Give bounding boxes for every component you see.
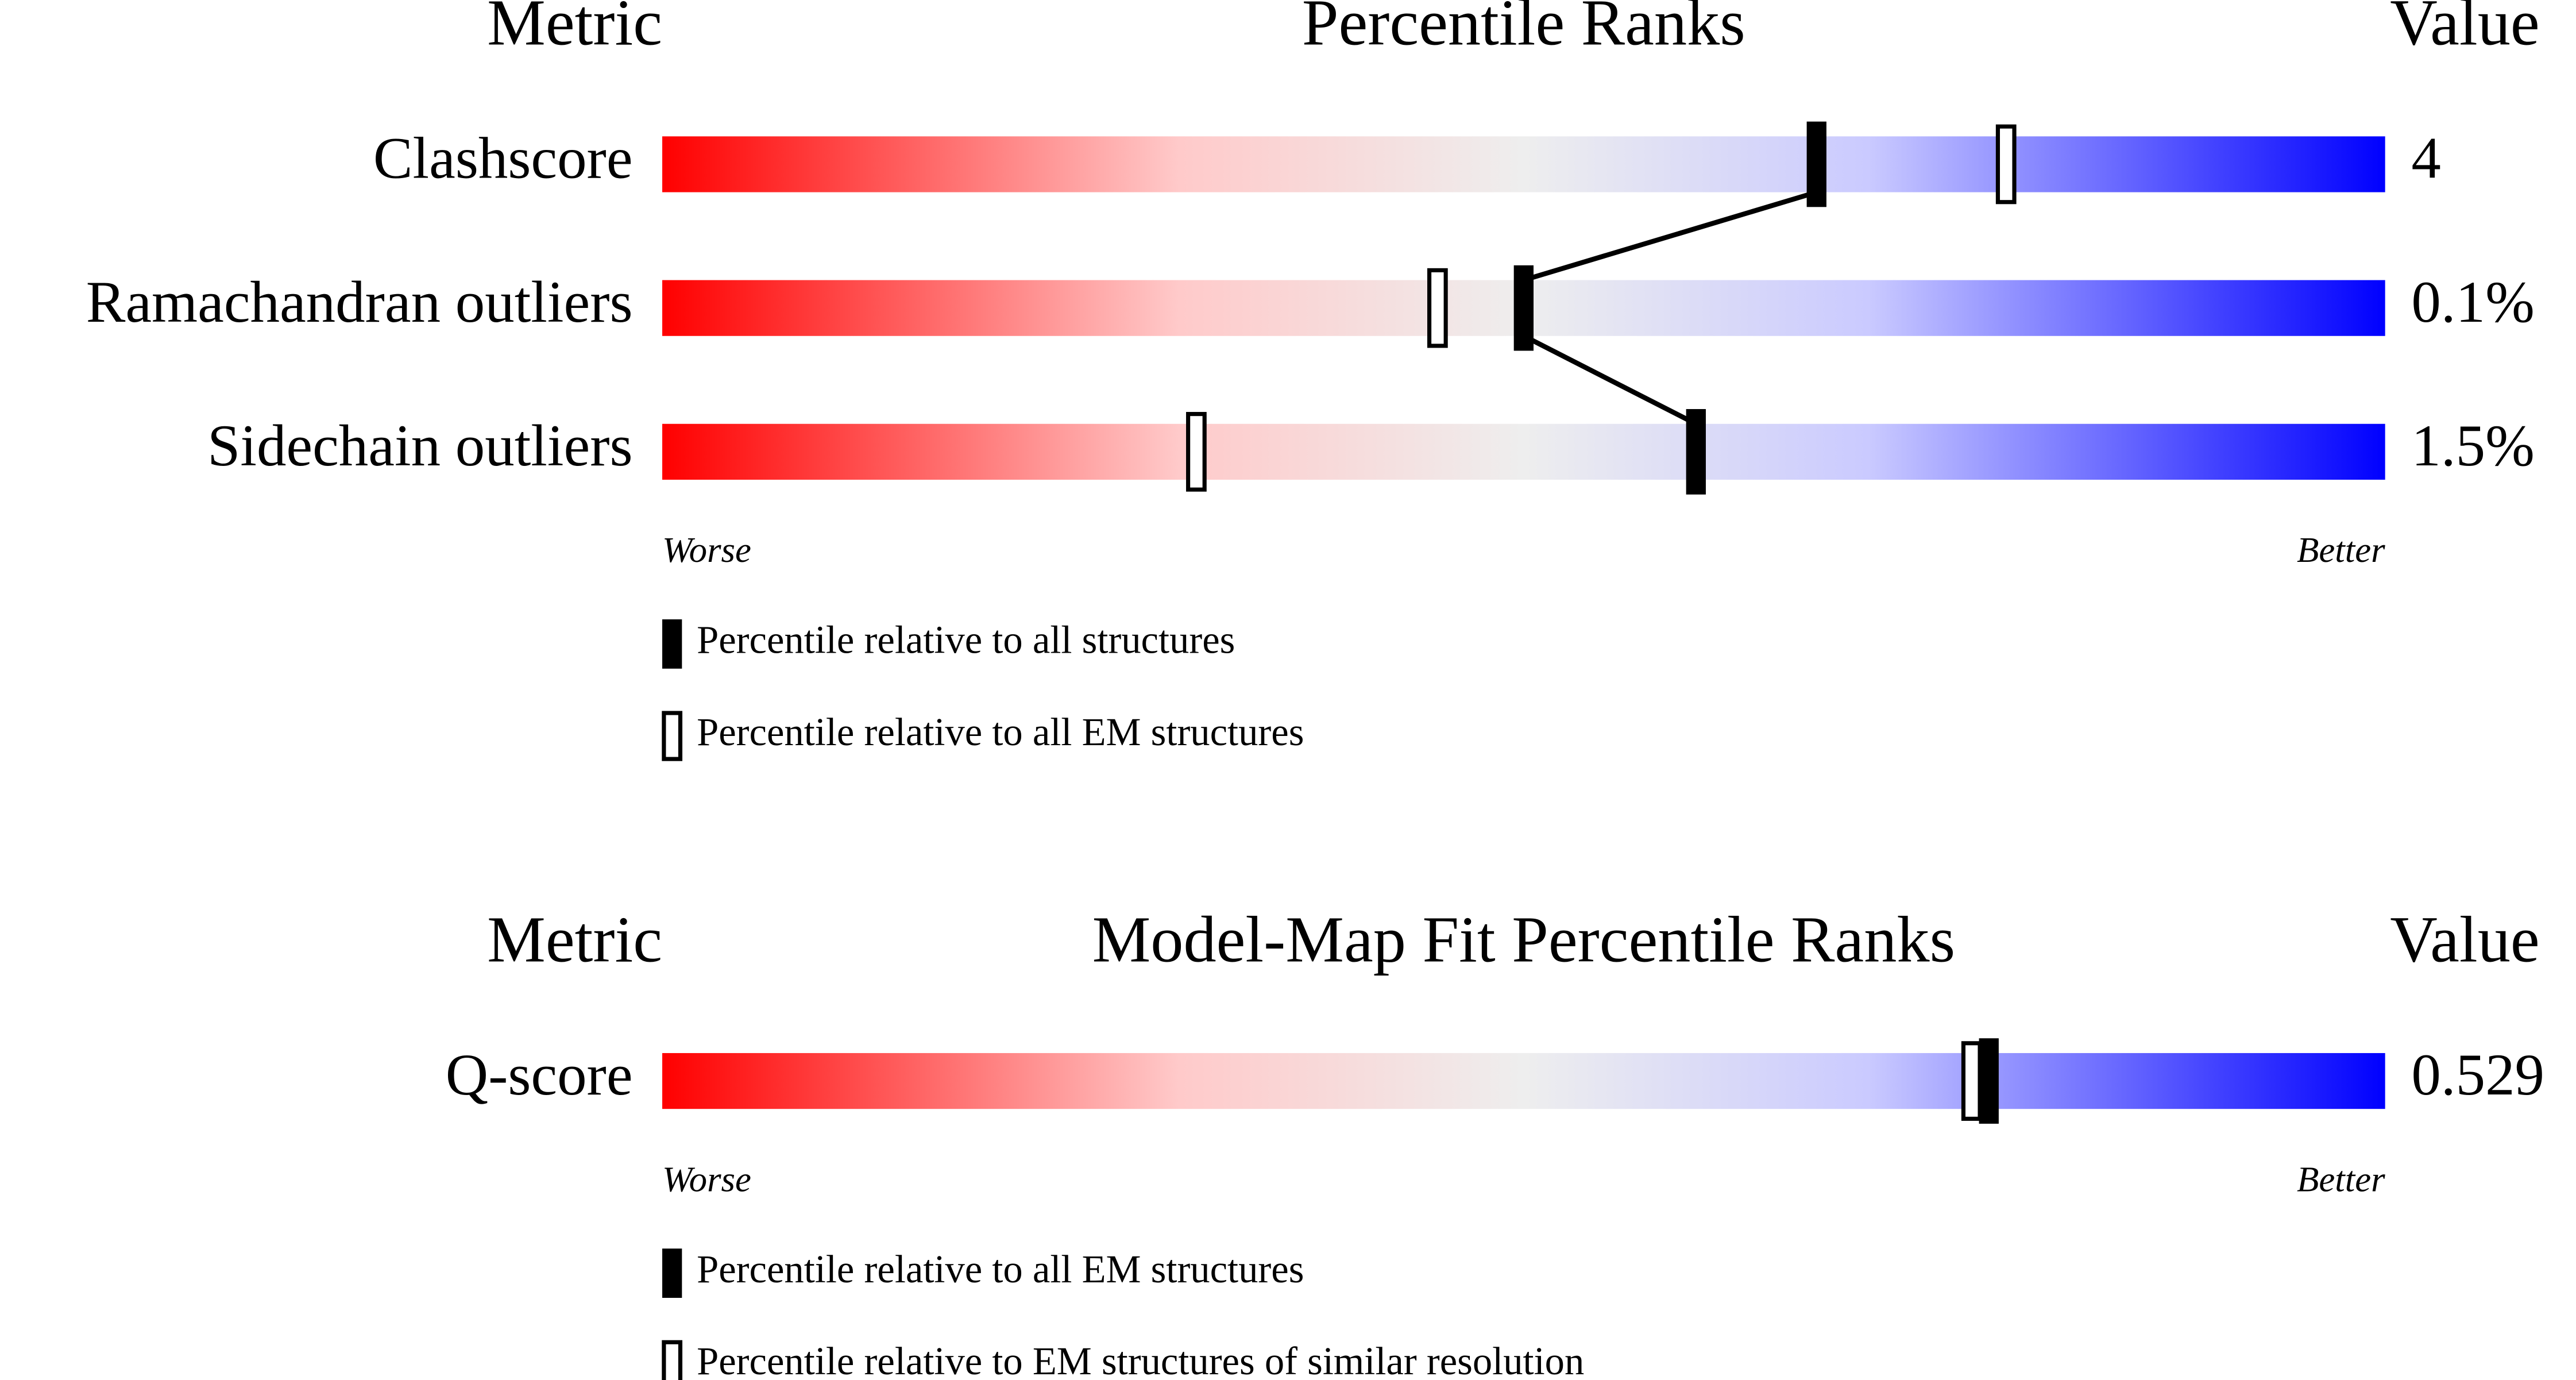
percentile-marker xyxy=(1427,268,1448,348)
metric-value: 0.529 xyxy=(2411,1042,2544,1108)
metric-label: Clashscore xyxy=(373,126,633,191)
chart-title: Percentile Ranks xyxy=(1302,0,1745,59)
slider-bar xyxy=(662,136,2385,192)
legend-label: Percentile relative to EM structures of … xyxy=(697,1339,1584,1380)
legend-swatch xyxy=(662,1340,683,1380)
legend-swatch xyxy=(662,711,683,761)
legend-label: Percentile relative to all EM structures xyxy=(697,710,1304,754)
percentile-marker xyxy=(1806,121,1826,207)
metric-label: Sidechain outliers xyxy=(207,413,632,479)
value-header: Value xyxy=(2390,0,2539,59)
metric-header: Metric xyxy=(487,0,662,59)
metric-value: 4 xyxy=(2411,126,2440,191)
connector xyxy=(1522,333,1697,426)
percentile-marker xyxy=(1995,124,2017,205)
better-label: Better xyxy=(2297,1159,2385,1199)
metric-value: 1.5% xyxy=(2411,413,2534,479)
metric-value: 0.1% xyxy=(2411,269,2534,335)
chart-title: Model-Map Fit Percentile Ranks xyxy=(1092,903,1956,976)
connector xyxy=(1523,190,1818,283)
legend-label: Percentile relative to all structures xyxy=(697,618,1235,662)
percentile-marker xyxy=(1186,412,1207,492)
worse-label: Worse xyxy=(662,1159,751,1199)
percentile-marker xyxy=(1979,1038,1999,1124)
metric-header: Metric xyxy=(487,903,662,976)
metric-label: Ramachandran outliers xyxy=(86,269,633,335)
legend-swatch xyxy=(662,1248,682,1298)
slider-bar xyxy=(662,1053,2385,1109)
worse-label: Worse xyxy=(662,530,751,570)
percentile-marker xyxy=(1686,409,1706,495)
slider-bar xyxy=(662,423,2385,480)
legend-label: Percentile relative to all EM structures xyxy=(697,1247,1304,1291)
value-header: Value xyxy=(2390,903,2539,976)
percentile-marker xyxy=(1961,1041,1982,1121)
better-label: Better xyxy=(2297,530,2385,570)
legend-swatch xyxy=(662,619,682,669)
percentile-marker xyxy=(1513,265,1534,351)
metric-label: Q-score xyxy=(446,1042,633,1108)
